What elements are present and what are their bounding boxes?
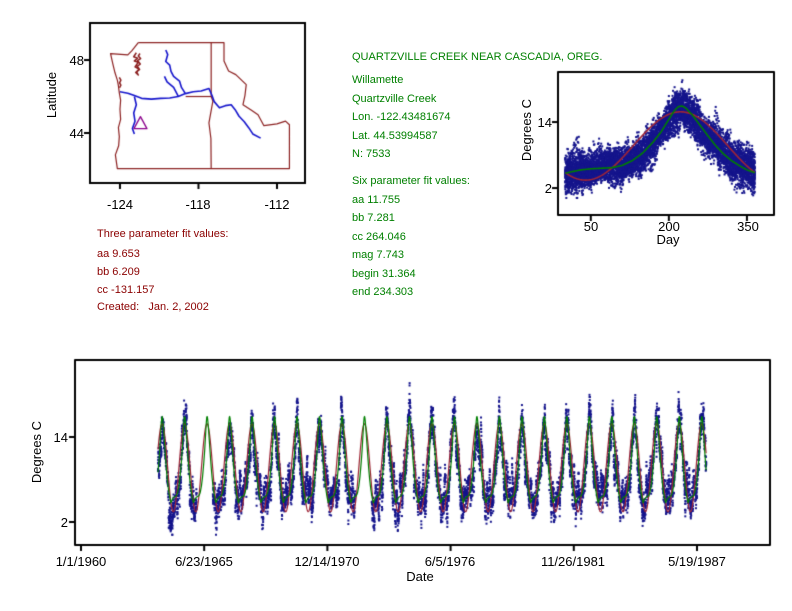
six-param-mag: mag 7.743 [352,249,404,261]
six-param-cc: cc 264.046 [352,231,406,243]
six-param-aa: aa 11.755 [352,194,401,206]
timeseries-xtick-label: 12/14/1970 [294,554,360,569]
seasonal-ytick-label: 2 [544,181,552,196]
six-param-begin: begin 31.364 [352,268,416,280]
three-param-cc: cc -131.157 [97,284,155,296]
timeseries-xtick-label: 1/1/1960 [55,554,107,569]
three-param-heading: Three parameter fit values: [97,228,229,240]
station-title: QUARTZVILLE CREEK NEAR CASCADIA, OREG. [352,51,603,63]
seasonal-xtick-label: 350 [737,219,759,234]
timeseries-y-axis-title: Degrees C [29,420,44,484]
timeseries-xtick-label: 11/26/1981 [540,554,606,569]
timeseries-ytick-label: 14 [53,430,68,445]
station-stream: Quartzville Creek [352,93,437,105]
station-latitude: Lat. 44.53994587 [352,130,438,142]
seasonal-xtick-label: 200 [658,219,680,234]
station-basin: Willamette [352,74,404,86]
six-param-bb: bb 7.281 [352,212,395,224]
timeseries-xtick-label: 5/19/1987 [668,554,726,569]
map-ytick-label: 48 [69,53,84,68]
seasonal-ytick-label: 14 [537,115,552,130]
timeseries-ytick-label: 2 [60,515,68,530]
seasonal-y-axis-title: Degrees C [519,98,534,162]
map-xtick-label: -118 [185,197,211,212]
seasonal-x-axis-title: Day [656,232,680,247]
map-xtick-label: -124 [106,197,134,212]
three-param-aa: aa 9.653 [97,248,140,260]
station-longitude: Lon. -122.43481674 [352,111,451,123]
map-y-axis-title: Latitude [44,71,59,119]
map-xtick-label: -112 [264,197,290,212]
six-param-end: end 234.303 [352,286,414,298]
three-param-bb: bb 6.209 [97,266,140,278]
timeseries-x-axis-title: Date [406,569,434,584]
created-date: Created: Jan. 2, 2002 [97,301,209,313]
station-sample-count: N: 7533 [352,148,391,160]
timeseries-xtick-label: 6/23/1965 [175,554,233,569]
six-param-heading: Six parameter fit values: [352,175,470,187]
timeseries-xtick-label: 6/5/1976 [424,554,476,569]
seasonal-xtick-label: 50 [583,219,599,234]
map-ytick-label: 44 [69,126,84,141]
